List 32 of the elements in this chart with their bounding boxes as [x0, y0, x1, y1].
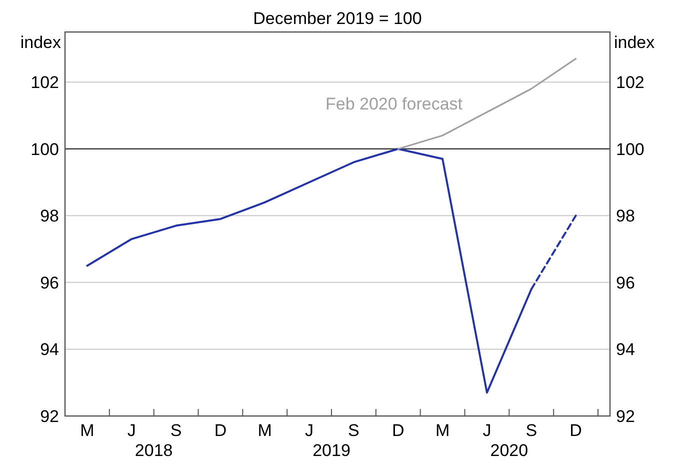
- y-tick-label: 100: [30, 140, 59, 159]
- y2-tick-label: 98: [616, 206, 635, 226]
- x-tick-label: J: [127, 421, 136, 440]
- y2-tick-label: 102: [616, 73, 644, 92]
- text: 2020: [490, 441, 528, 460]
- y2-tick-label: 96: [616, 273, 635, 292]
- series-label: Feb 2020 forecast: [326, 94, 463, 114]
- y-tick-label: 94: [40, 340, 59, 360]
- x-tick-label: S: [348, 421, 360, 440]
- x-tick-label: M: [80, 421, 94, 440]
- y-tick-label: 98: [40, 206, 59, 226]
- text: 2019: [312, 441, 350, 460]
- x-tick-label: J: [305, 421, 314, 440]
- x-tick-label: J: [482, 421, 492, 440]
- text: 2018: [134, 441, 173, 460]
- y-tick-label: 92: [40, 407, 59, 426]
- x-tick-label: D: [570, 421, 582, 440]
- x-tick-label: D: [214, 421, 227, 440]
- y-tick-label: 96: [40, 273, 59, 292]
- x-tick-label: D: [392, 421, 404, 440]
- x-tick-label: S: [526, 421, 538, 440]
- y2-tick-label: 100: [616, 140, 644, 159]
- line-series: [397, 58, 577, 150]
- y-tick-label: 102: [30, 73, 59, 92]
- y2-axis-title: index: [614, 33, 656, 52]
- x-tick-label: M: [258, 421, 272, 440]
- y-axis-title: index: [20, 33, 62, 52]
- x-tick-label: S: [170, 421, 182, 440]
- chart-subtitle: December 2019 = 100: [253, 9, 422, 28]
- y2-tick-label: 94: [616, 340, 635, 360]
- x-tick-label: M: [435, 421, 450, 440]
- y2-tick-label: 92: [616, 407, 635, 426]
